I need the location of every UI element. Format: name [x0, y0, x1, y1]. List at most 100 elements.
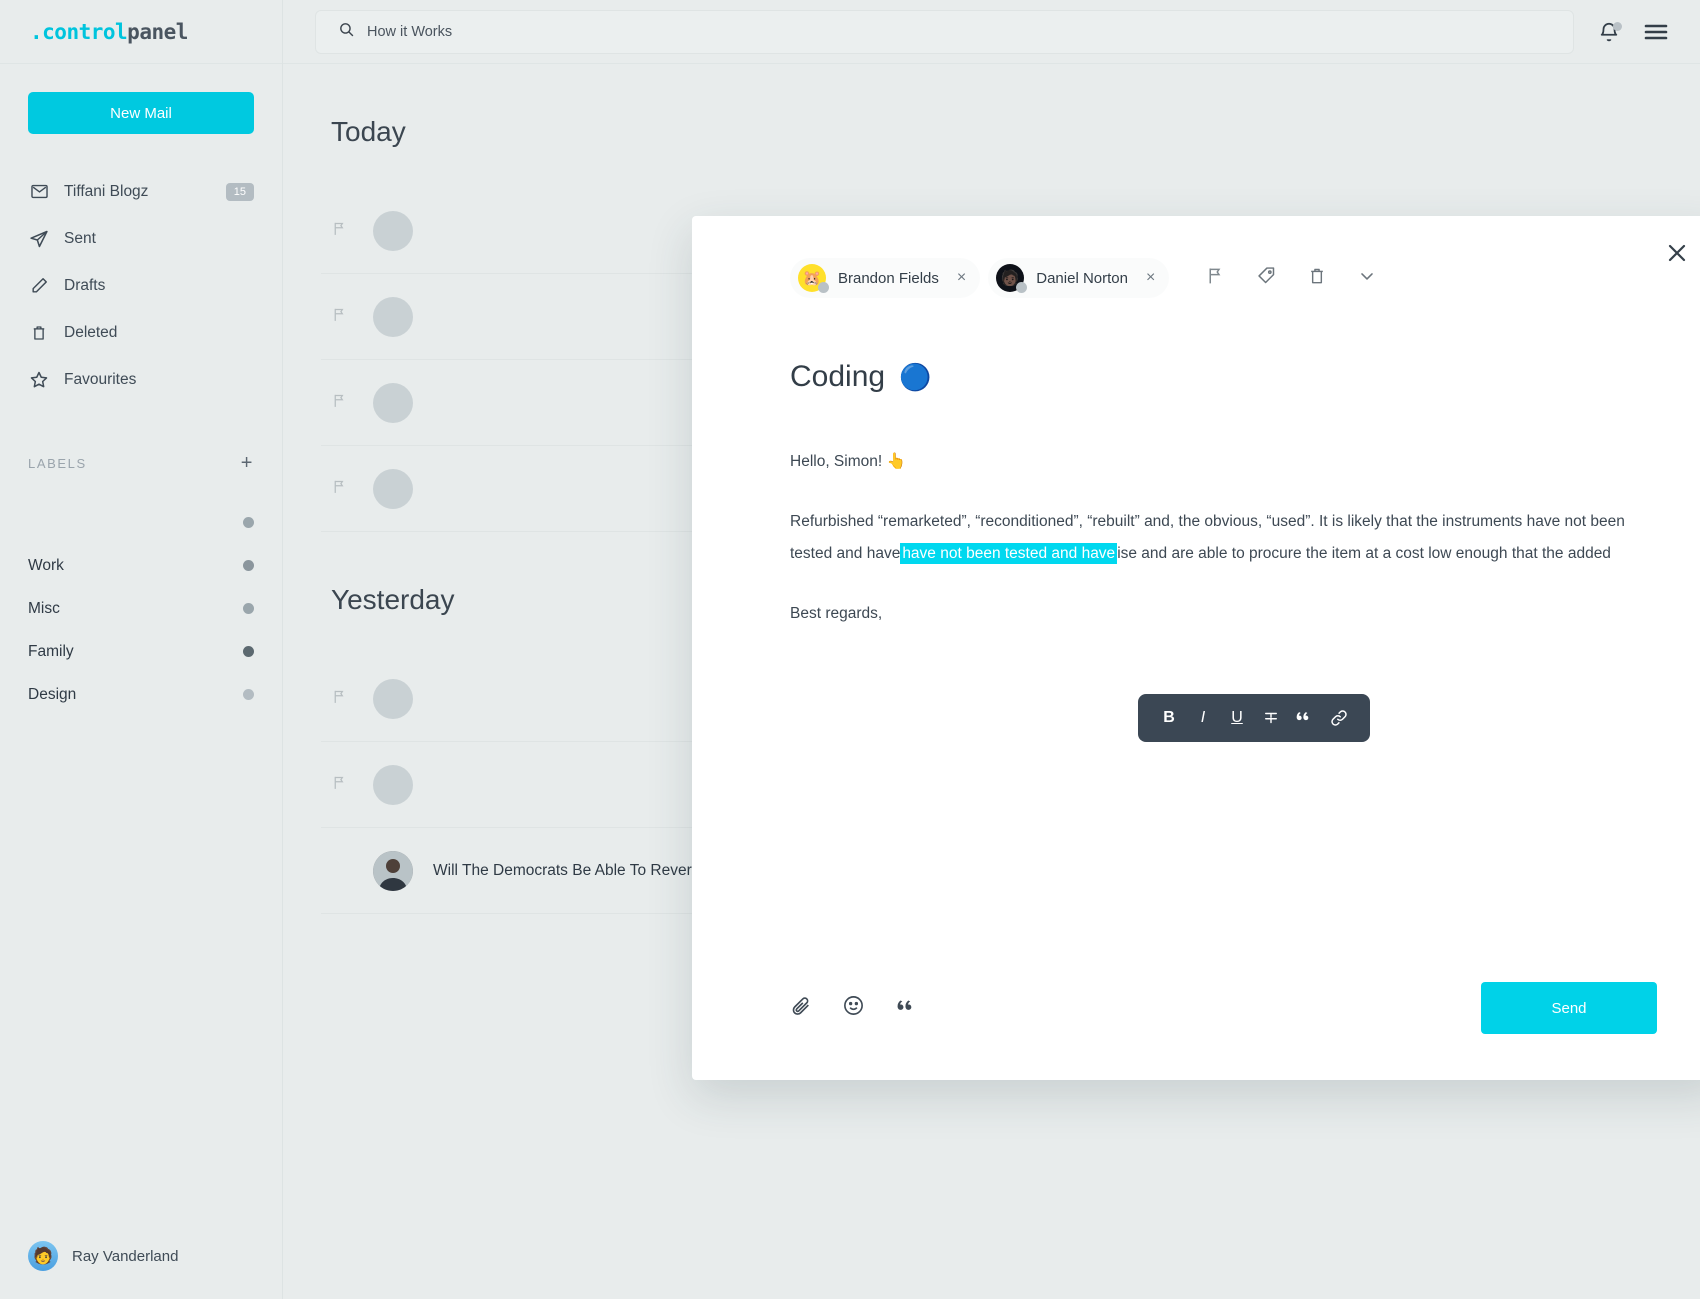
remove-recipient-icon[interactable]: ×	[956, 269, 967, 286]
italic-icon[interactable]: I	[1200, 709, 1206, 726]
notification-dot	[1613, 21, 1622, 31]
quote-icon[interactable]	[895, 995, 917, 1022]
compose-footer: Send	[692, 982, 1700, 1080]
strikethrough-icon[interactable]	[1254, 694, 1288, 742]
compose-modal: 🐹 Brandon Fields × 🧑🏿 Daniel Norton ×	[692, 216, 1700, 1080]
compose-footer-icons	[790, 994, 917, 1022]
app-logo: . control panel	[0, 0, 282, 64]
new-mail-button[interactable]: New Mail	[28, 92, 254, 134]
compose-subject[interactable]: Coding 🔵	[790, 360, 1700, 394]
sidebar-item-favourites[interactable]: Favourites	[28, 356, 254, 403]
avatar	[373, 764, 413, 805]
body-paragraph: Refurbished “remarketed”, “reconditioned…	[790, 506, 1630, 570]
selected-text-highlight: have not been tested and have	[900, 543, 1118, 564]
avatar	[373, 210, 413, 251]
recipient-chips: 🐹 Brandon Fields × 🧑🏿 Daniel Norton ×	[692, 216, 1700, 298]
formatting-toolbar: B I U	[1138, 694, 1370, 742]
signoff-line: Best regards,	[790, 605, 883, 622]
sidebar-item-drafts[interactable]: Drafts	[28, 262, 254, 309]
flag-icon	[331, 688, 353, 710]
label-color-dot	[243, 560, 254, 571]
add-label-button[interactable]: +	[240, 452, 254, 474]
quote-icon[interactable]	[1288, 694, 1322, 742]
sidebar-item-sent[interactable]: Sent	[28, 215, 254, 262]
label-color-dot	[243, 689, 254, 700]
sidebar-item-label: Sent	[64, 229, 96, 247]
inbox-icon	[28, 182, 50, 201]
underline-icon[interactable]: U	[1231, 709, 1243, 726]
recipient-chip-daniel[interactable]: 🧑🏿 Daniel Norton ×	[988, 258, 1170, 298]
flag-icon	[331, 774, 353, 796]
modal-overlay: 🐹 Brandon Fields × 🧑🏿 Daniel Norton ×	[283, 0, 1700, 1299]
label-color-dot	[243, 603, 254, 614]
search-input[interactable]	[367, 23, 1551, 40]
hamburger-menu-icon[interactable]	[1644, 23, 1668, 41]
sidebar-item-label: Drafts	[64, 276, 106, 294]
flag-icon	[331, 478, 353, 500]
pencil-icon	[28, 276, 50, 295]
trash-icon[interactable]	[1307, 266, 1327, 291]
star-icon	[28, 370, 50, 390]
label-color-dot	[243, 517, 254, 528]
search-box[interactable]	[315, 9, 1574, 54]
send-button[interactable]: Send	[1481, 982, 1657, 1034]
avatar	[373, 382, 413, 423]
bell-icon[interactable]	[1598, 21, 1622, 43]
sidebar: . control panel New Mail Tiffani Blogz 15 …	[0, 0, 283, 1299]
label-item[interactable]	[28, 501, 254, 544]
chevron-down-icon[interactable]	[1357, 266, 1377, 291]
sidebar-nav: Tiffani Blogz 15 Sent Drafts Deleted	[0, 168, 282, 403]
compose-header-actions	[1205, 265, 1377, 291]
greeting-line: Hello, Simon! 👆	[790, 446, 1630, 478]
avatar	[373, 296, 413, 337]
mail-subject: Will The Democrats Be Able To Reverse Th…	[433, 861, 739, 879]
attachment-icon[interactable]	[790, 995, 812, 1022]
recipient-chip-brandon[interactable]: 🐹 Brandon Fields ×	[790, 258, 981, 298]
bold-icon[interactable]: B	[1163, 709, 1175, 726]
send-icon	[28, 229, 50, 249]
recipient-name: Daniel Norton	[1036, 269, 1128, 287]
main-area: Today	[283, 0, 1700, 1299]
label-item-design[interactable]: Design	[28, 673, 254, 716]
labels-title: LABELS	[28, 455, 87, 471]
greeting-emoji: 👆	[886, 453, 906, 470]
close-icon[interactable]	[1665, 241, 1689, 269]
flag-icon	[331, 306, 353, 328]
emoji-icon[interactable]	[842, 994, 865, 1022]
tag-icon[interactable]	[1256, 265, 1277, 291]
user-name: Ray Vanderland	[72, 1247, 179, 1265]
compose-subject-text: Coding	[790, 360, 886, 393]
new-mail-wrap: New Mail	[0, 64, 282, 134]
avatar: 🧑	[28, 1241, 58, 1271]
search-icon	[338, 21, 355, 43]
logo-part-one: control	[42, 19, 128, 44]
body-text-post: ise and are able to procure the item at …	[1117, 545, 1611, 562]
logo-part-two: panel	[127, 19, 188, 44]
label-item-text: Family	[28, 642, 74, 660]
label-item-text: Work	[28, 556, 64, 574]
section-title-yesterday: Yesterday	[331, 584, 455, 615]
avatar	[373, 850, 413, 891]
label-item-family[interactable]: Family	[28, 630, 254, 673]
flag-icon	[331, 392, 353, 414]
flag-icon[interactable]	[1205, 265, 1226, 291]
compose-body[interactable]: Hello, Simon! 👆 Refurbished “remarketed”…	[790, 446, 1630, 742]
link-icon[interactable]	[1322, 694, 1356, 742]
flag-icon	[331, 220, 353, 242]
sidebar-item-inbox[interactable]: Tiffani Blogz 15	[28, 168, 254, 215]
avatar	[373, 468, 413, 509]
avatar: 🧑🏿	[996, 264, 1028, 293]
page-title: Today	[331, 116, 406, 147]
recipient-name: Brandon Fields	[838, 269, 939, 287]
topbar	[283, 0, 1700, 64]
trash-icon	[28, 324, 50, 342]
label-color-dot	[243, 646, 254, 657]
sidebar-item-deleted[interactable]: Deleted	[28, 309, 254, 356]
label-item-work[interactable]: Work	[28, 544, 254, 587]
sidebar-item-label: Tiffani Blogz	[64, 182, 149, 200]
greeting-text: Hello, Simon!	[790, 453, 883, 470]
subject-emoji: 🔵	[899, 361, 932, 392]
user-profile[interactable]: 🧑 Ray Vanderland	[0, 1241, 282, 1299]
label-item-misc[interactable]: Misc	[28, 587, 254, 630]
remove-recipient-icon[interactable]: ×	[1145, 269, 1156, 286]
